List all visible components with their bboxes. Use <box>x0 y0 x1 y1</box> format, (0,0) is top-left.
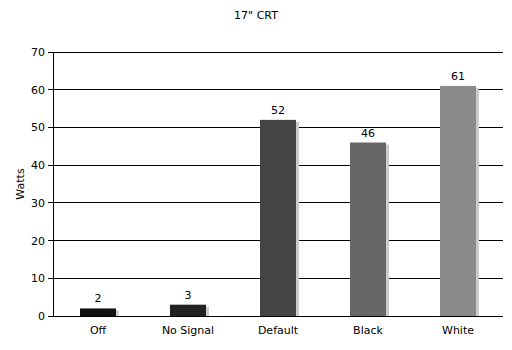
bar <box>350 143 386 316</box>
data-label: 2 <box>95 292 102 305</box>
bar <box>260 120 296 316</box>
y-tick <box>48 240 53 241</box>
y-tick <box>48 89 53 90</box>
x-tick-label: White <box>442 324 474 337</box>
bar <box>440 86 476 316</box>
x-tick-label: Default <box>258 324 299 337</box>
y-tick-label: 30 <box>31 197 45 210</box>
grid-line <box>53 52 503 53</box>
grid-line <box>53 89 503 90</box>
x-tick-label: Off <box>90 324 107 337</box>
chart-container: 17" CRT Watts 0 10 20 30 40 50 60 70 2 3 52 46 61 Off No… <box>0 0 512 350</box>
chart-svg: 17" CRT Watts 0 10 20 30 40 50 60 70 2 3 52 46 61 Off No… <box>0 0 512 350</box>
y-tick-label: 40 <box>31 159 45 172</box>
y-axis-label: Watts <box>14 168 27 200</box>
y-tick-label: 20 <box>31 235 45 248</box>
bars <box>80 86 479 316</box>
y-tick <box>48 278 53 279</box>
y-axis-line <box>53 52 54 316</box>
y-tick <box>48 165 53 166</box>
y-tick-label: 0 <box>38 310 45 323</box>
x-tick-label: Black <box>353 324 383 337</box>
bar <box>80 308 116 316</box>
y-tick-label: 50 <box>31 121 45 134</box>
y-tick <box>48 127 53 128</box>
y-tick <box>48 316 53 317</box>
y-tick-label: 10 <box>31 272 45 285</box>
title: 17" CRT <box>234 9 278 22</box>
y-tick <box>48 202 53 203</box>
data-label: 61 <box>451 70 465 83</box>
y-tick-label: 70 <box>31 46 45 59</box>
y-tick-label: 60 <box>31 84 45 97</box>
data-label: 3 <box>185 289 192 302</box>
data-label: 46 <box>361 127 375 140</box>
data-label: 52 <box>271 104 285 117</box>
x-tick-label: No Signal <box>162 324 214 337</box>
bar <box>170 305 206 316</box>
y-tick <box>48 52 53 53</box>
